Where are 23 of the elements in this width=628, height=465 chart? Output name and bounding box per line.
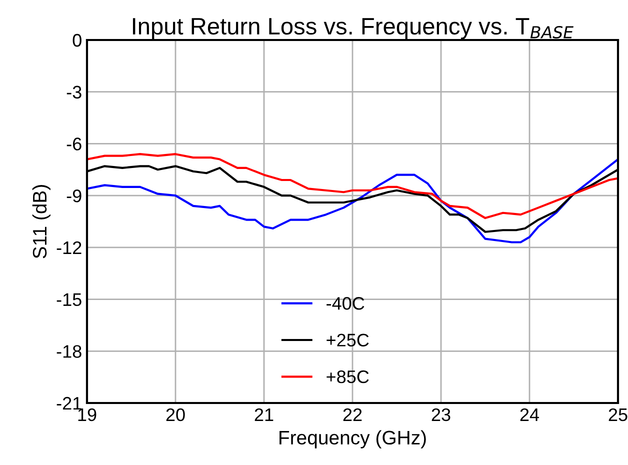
legend-label: -40C bbox=[326, 297, 364, 310]
x-axis-title: Frequency (GHz) bbox=[280, 430, 426, 448]
y-tick-label: -18 bbox=[56, 345, 82, 358]
line-series bbox=[87, 158, 618, 244]
y-axis-title: S11 (dB) bbox=[32, 185, 50, 258]
x-tick-label: 24 bbox=[520, 408, 540, 421]
x-tick-label: 22 bbox=[343, 408, 362, 421]
x-tick-label: 23 bbox=[432, 408, 450, 422]
x-tick-label: 25 bbox=[608, 408, 628, 422]
y-tick-label: -3 bbox=[66, 86, 82, 99]
x-tick-label: 21 bbox=[254, 408, 274, 421]
y-tick-label: -6 bbox=[66, 138, 82, 150]
legend-label: +25C bbox=[326, 334, 369, 346]
y-tick-label: -21 bbox=[56, 396, 82, 410]
line-series bbox=[87, 153, 618, 220]
y-tick-label: 0 bbox=[72, 34, 82, 47]
y-tick-label: -15 bbox=[56, 293, 82, 306]
y-tick-label: -9 bbox=[66, 190, 82, 202]
chart-title: Input Return Loss vs. Frequency vs. T$_{BASE}$ bbox=[132, 18, 574, 40]
x-tick-label: 20 bbox=[166, 408, 185, 422]
y-tick-label: -12 bbox=[56, 241, 82, 254]
x-tick-label: 19 bbox=[78, 408, 96, 422]
legend-label: +85C bbox=[326, 370, 369, 384]
